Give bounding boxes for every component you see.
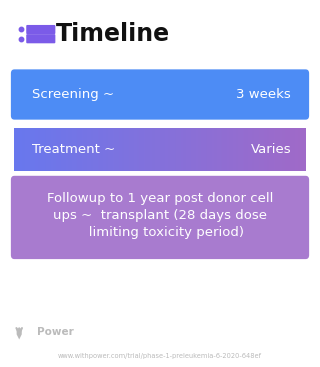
Text: www.withpower.com/trial/phase-1-preleukemia-6-2020-648ef: www.withpower.com/trial/phase-1-preleuke… — [58, 353, 262, 359]
Text: Screening ~: Screening ~ — [32, 88, 114, 101]
Text: Varies: Varies — [251, 143, 291, 156]
Text: Followup to 1 year post donor cell
ups ~  transplant (28 days dose
   limiting t: Followup to 1 year post donor cell ups ~… — [47, 192, 273, 239]
FancyBboxPatch shape — [26, 34, 55, 43]
FancyBboxPatch shape — [26, 25, 55, 34]
FancyBboxPatch shape — [11, 69, 309, 120]
Text: Timeline: Timeline — [56, 22, 170, 46]
Polygon shape — [17, 328, 22, 339]
Text: Treatment ~: Treatment ~ — [32, 143, 115, 156]
Text: Power: Power — [37, 327, 74, 337]
FancyBboxPatch shape — [11, 176, 309, 259]
Text: 3 weeks: 3 weeks — [236, 88, 291, 101]
